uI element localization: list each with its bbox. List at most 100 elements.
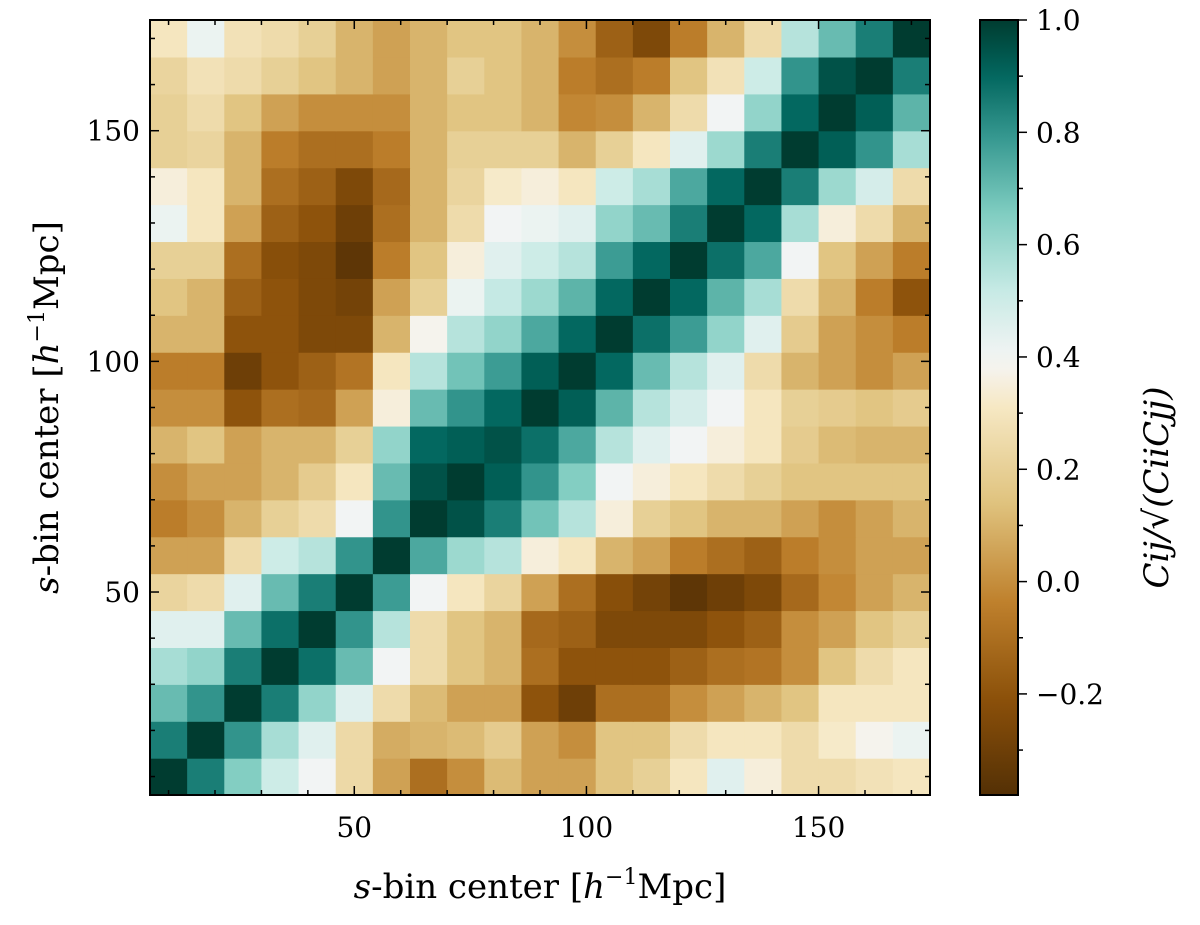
heatmap-cell	[892, 20, 931, 58]
heatmap-cell	[855, 56, 894, 95]
heatmap-cell	[670, 389, 708, 427]
heatmap-cell	[781, 315, 820, 353]
heatmap-cell	[187, 536, 225, 575]
heatmap-cell	[632, 389, 671, 427]
heatmap-cell	[484, 278, 523, 316]
heatmap-cell	[892, 56, 931, 95]
heatmap-cell	[892, 93, 931, 132]
heatmap-cell	[447, 56, 485, 95]
heatmap-cell	[484, 167, 523, 206]
heatmap-cell	[187, 56, 225, 95]
heatmap-cell	[187, 462, 225, 501]
y-tick-label: 50	[104, 576, 140, 609]
heatmap-cell	[595, 278, 634, 316]
heatmap-cell	[558, 315, 597, 353]
heatmap-cell	[150, 610, 188, 648]
heatmap-cell	[335, 167, 374, 206]
heatmap-cell	[632, 352, 671, 390]
heatmap-cell	[707, 278, 745, 316]
heatmap-cell	[818, 167, 857, 206]
heatmap-cell	[558, 204, 597, 243]
heatmap-cell	[818, 536, 857, 575]
heatmap-cell	[447, 130, 485, 169]
heatmap-cell	[670, 278, 708, 316]
heatmap-cell	[707, 462, 745, 501]
heatmap-cell	[372, 647, 411, 685]
heatmap-cell	[744, 315, 783, 353]
heatmap-cell	[410, 130, 448, 169]
heatmap-cell	[670, 499, 708, 538]
heatmap-cell	[447, 573, 485, 612]
heatmap-cell	[484, 647, 523, 685]
heatmap-cell	[261, 573, 300, 612]
heatmap-cell	[224, 93, 263, 132]
heatmap-cell	[744, 758, 783, 796]
heatmap-cell	[372, 130, 411, 169]
heatmap-cell	[558, 610, 597, 648]
x-tick-label: 150	[792, 811, 845, 844]
heatmap-cell	[781, 536, 820, 575]
heatmap-cell	[261, 684, 300, 722]
heatmap-cell	[670, 573, 708, 612]
heatmap-cell	[187, 684, 225, 722]
colorbar-tick-label: 0.8	[1036, 116, 1081, 149]
heatmap-cell	[521, 56, 560, 95]
heatmap-cell	[892, 315, 931, 353]
heatmap-cell	[855, 462, 894, 501]
heatmap-cell	[410, 536, 448, 575]
heatmap-cell	[298, 647, 337, 685]
heatmap-cell	[335, 721, 374, 759]
heatmap-cell	[261, 241, 300, 279]
heatmap-cell	[818, 499, 857, 538]
heatmap-cell	[781, 278, 820, 316]
heatmap-cell	[744, 352, 783, 390]
heatmap-cell	[521, 425, 560, 464]
colorbar-gradient	[979, 19, 1019, 796]
heatmap-cell	[744, 647, 783, 685]
heatmap-cell	[410, 241, 448, 279]
heatmap-cell	[707, 241, 745, 279]
heatmap-cell	[224, 462, 263, 501]
heatmap-cell	[892, 647, 931, 685]
heatmap-cell	[670, 425, 708, 464]
heatmap-cell	[150, 425, 188, 464]
heatmap-cell	[298, 56, 337, 95]
heatmap-cell	[484, 315, 523, 353]
heatmap-cell	[670, 610, 708, 648]
heatmap-cell	[707, 499, 745, 538]
heatmap-cell	[781, 573, 820, 612]
heatmap-cell	[670, 315, 708, 353]
heatmap-cell	[707, 352, 745, 390]
heatmap-cell	[781, 684, 820, 722]
heatmap-cell	[372, 573, 411, 612]
heatmap-cell	[558, 389, 597, 427]
heatmap-cell	[744, 573, 783, 612]
heatmap-cell	[707, 684, 745, 722]
heatmap-cell	[298, 93, 337, 132]
heatmap-cell	[632, 130, 671, 169]
heatmap-cell	[632, 167, 671, 206]
heatmap-cell	[484, 352, 523, 390]
heatmap-cell	[855, 425, 894, 464]
heatmap-cell	[855, 610, 894, 648]
heatmap-cell	[632, 204, 671, 243]
heatmap-cell	[781, 93, 820, 132]
heatmap-cell	[818, 20, 857, 58]
heatmap-cell	[707, 93, 745, 132]
heatmap-cell	[781, 20, 820, 58]
heatmap-cell	[595, 536, 634, 575]
heatmap-cell	[484, 389, 523, 427]
heatmap-cell	[261, 278, 300, 316]
heatmap-cell	[335, 684, 374, 722]
heatmap-cell	[484, 20, 523, 58]
heatmap-cell	[595, 573, 634, 612]
heatmap-cell	[372, 462, 411, 501]
heatmap-cell	[855, 241, 894, 279]
heatmap-cell	[410, 93, 448, 132]
heatmap-cell	[150, 20, 188, 58]
colorbar-tick-label: 0.0	[1036, 566, 1081, 599]
heatmap-cell	[558, 167, 597, 206]
heatmap-cell	[744, 278, 783, 316]
colorbar: −0.2 0.0 0.2 0.4 0.6 0.8 1.0 Cij/√(CiiCjj)	[979, 4, 1177, 796]
heatmap-cell	[224, 721, 263, 759]
